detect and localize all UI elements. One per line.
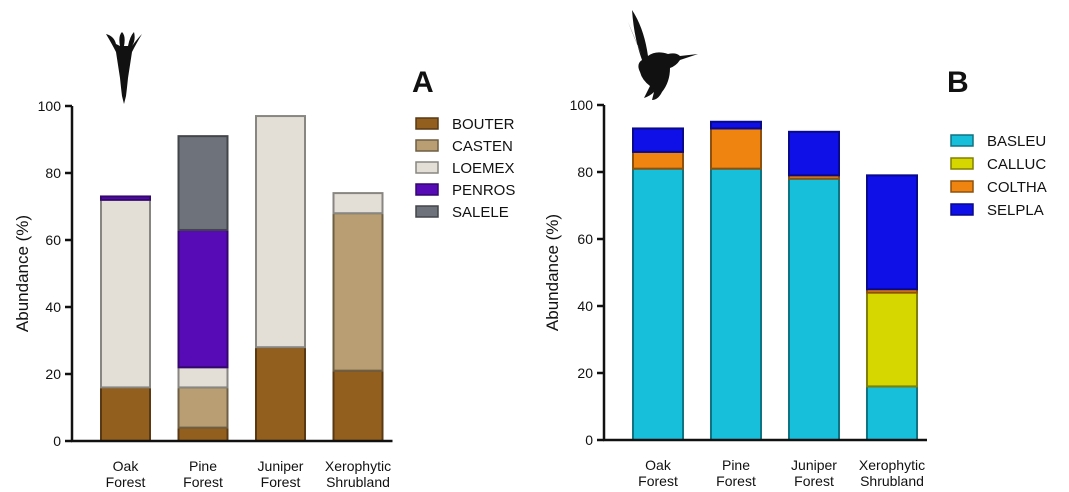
legend-swatch-loemex <box>415 161 439 174</box>
bar-bouter-xerophytic <box>332 369 384 442</box>
bar-bouter-pine <box>177 426 229 443</box>
bar-loemex-pine <box>177 366 229 389</box>
bar-coltha-pine <box>710 127 762 170</box>
bar-selpla-pine <box>710 120 762 130</box>
bar-selpla-juniper <box>788 130 840 177</box>
bar-selpla-oak <box>632 127 684 153</box>
flower-icon <box>106 32 142 104</box>
y-axis-label: Abundance (%) <box>13 215 32 332</box>
bar-basleu-xerophytic <box>866 385 918 441</box>
legend-label-basleu: BASLEU <box>987 133 1046 150</box>
panel-label: A <box>412 66 434 99</box>
y-tick-label: 100 <box>38 98 62 114</box>
bar-basleu-pine <box>710 167 762 441</box>
y-tick-label: 80 <box>45 165 61 181</box>
y-axis-label: Abundance (%) <box>543 214 562 331</box>
bar-casten-xerophytic <box>332 212 384 372</box>
category-label: Juniper Forest <box>791 457 837 489</box>
bar-basleu-oak <box>632 167 684 441</box>
bar-casten-pine <box>177 386 229 429</box>
category-label: Pine Forest <box>183 458 223 490</box>
bar-coltha-oak <box>632 150 684 170</box>
hummingbird-icon <box>628 10 698 100</box>
category-label: Xerophytic Shrubland <box>859 457 925 489</box>
bar-loemex-oak <box>100 198 151 389</box>
y-tick-label: 100 <box>570 97 594 113</box>
bar-basleu-juniper <box>788 177 840 441</box>
legend-swatch-casten <box>415 139 439 152</box>
bar-selpla-xerophytic <box>866 174 918 291</box>
y-tick-label: 80 <box>577 164 593 180</box>
bar-loemex-juniper <box>255 115 306 349</box>
legend-swatch-basleu <box>950 134 974 147</box>
legend-label-casten: CASTEN <box>452 138 513 155</box>
legend-label-coltha: COLTHA <box>987 179 1047 196</box>
bar-bouter-oak <box>100 386 151 442</box>
y-tick-label: 40 <box>45 299 61 315</box>
bar-penros-pine <box>177 228 229 369</box>
y-tick-label: 40 <box>577 298 593 314</box>
y-tick-label: 0 <box>53 433 61 449</box>
y-tick-label: 60 <box>45 232 61 248</box>
legend-label-calluc: CALLUC <box>987 156 1046 173</box>
bar-loemex-xerophytic <box>332 192 384 215</box>
legend-swatch-coltha <box>950 180 974 193</box>
legend-swatch-calluc <box>950 157 974 170</box>
y-tick-label: 20 <box>45 366 61 382</box>
category-label: Xerophytic Shrubland <box>325 458 391 490</box>
category-label: Juniper Forest <box>258 458 304 490</box>
legend-swatch-salele <box>415 205 439 218</box>
legend-label-loemex: LOEMEX <box>452 160 515 177</box>
legend-label-bouter: BOUTER <box>452 116 515 133</box>
category-label: Oak Forest <box>638 457 678 489</box>
y-tick-label: 0 <box>585 432 593 448</box>
y-tick-label: 20 <box>577 365 593 381</box>
legend-swatch-penros <box>415 183 439 196</box>
category-label: Pine Forest <box>716 457 756 489</box>
bar-calluc-xerophytic <box>866 291 918 388</box>
legend-swatch-selpla <box>950 203 974 216</box>
legend-label-salele: SALELE <box>452 204 509 221</box>
legend-label-selpla: SELPLA <box>987 202 1044 219</box>
panel-b: Oak Forest Pine Forest Juniper Forest Xerophyt… <box>543 66 1047 489</box>
bar-bouter-juniper <box>255 346 306 443</box>
bar-penros-oak <box>100 195 151 201</box>
y-tick-label: 60 <box>577 231 593 247</box>
legend-label-penros: PENROS <box>452 182 515 199</box>
panel-label: B <box>947 66 969 99</box>
legend-swatch-bouter <box>415 117 439 130</box>
bar-salele-pine <box>177 135 229 231</box>
panel-a: Oak Forest Pine Forest Juniper Forest Xerophyt… <box>13 66 515 490</box>
category-label: Oak Forest <box>106 458 146 490</box>
